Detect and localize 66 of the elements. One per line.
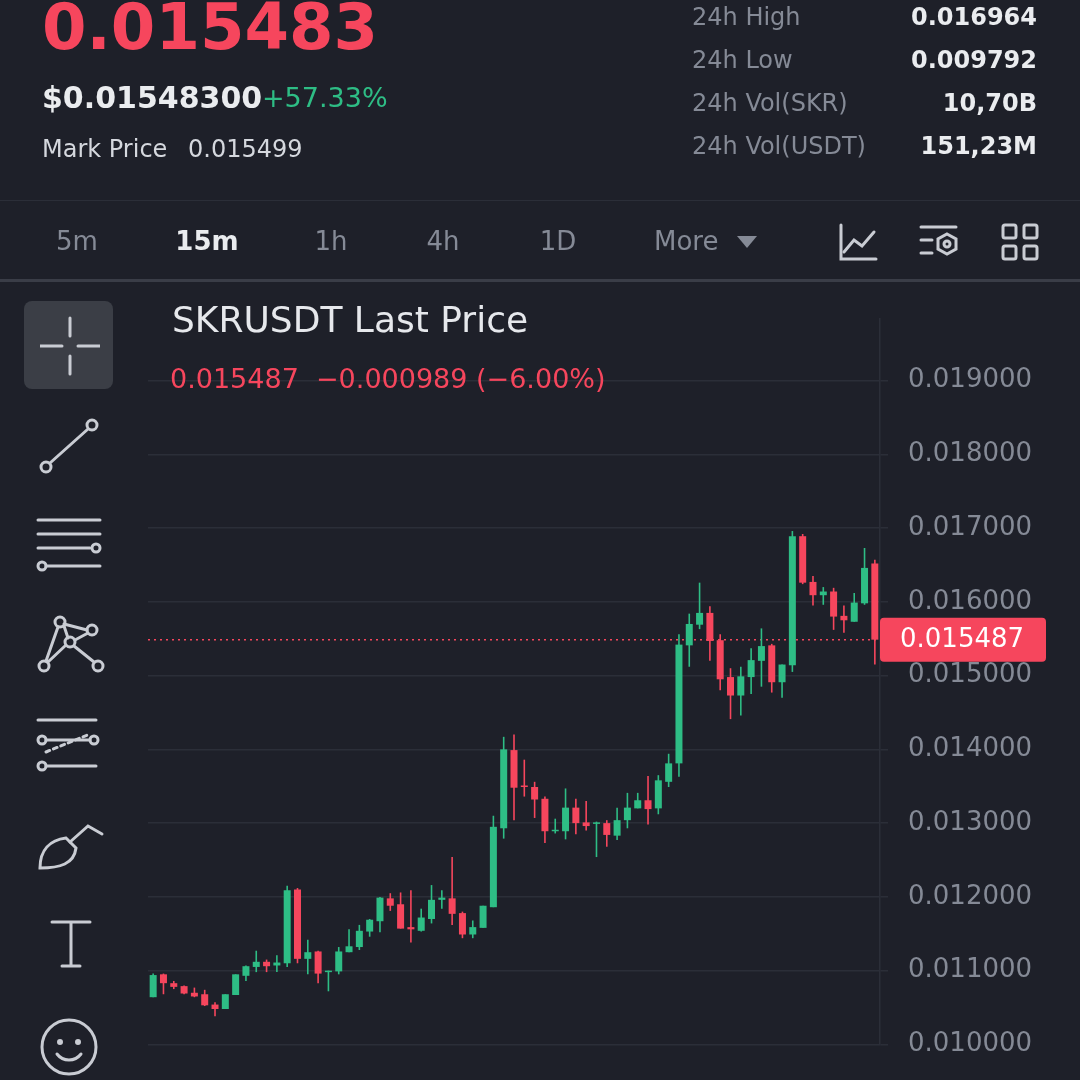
candlestick [644,775,652,826]
candlestick [335,946,343,976]
y-tick-label: 0.014000 [908,732,1033,763]
candlestick [531,781,539,819]
candlestick [407,889,415,944]
y-tick-label: 0.011000 [908,953,1033,984]
candlestick [592,820,600,858]
text: More [654,225,719,258]
candlestick [314,949,322,984]
text: $0.01548300 [42,79,263,117]
candlestick [685,612,693,668]
candlestick [562,787,570,841]
candlestick [809,575,817,607]
candlestick [252,949,260,973]
candlestick [417,907,425,933]
text: 24h Vol(USDT) [692,131,866,162]
candlestick [458,910,466,939]
candlestick [850,592,858,623]
ref-line-label: 0.015487 [900,623,1025,654]
text: 0.015483 [42,0,379,66]
candlestick [211,1001,219,1018]
text: +57.33% [262,81,388,115]
y-tick-label: 0.018000 [908,437,1033,468]
text: 1D [539,225,577,258]
y-tick-label: 0.012000 [908,879,1033,910]
candlestick [727,667,735,720]
text: 10,70B [942,88,1037,119]
y-tick-label: 0.015000 [908,658,1033,689]
candlestick [448,856,456,926]
y-tick-label: 0.017000 [908,510,1033,541]
text: 5m [56,225,98,258]
text: 0.016964 [910,2,1037,33]
candlestick [747,647,755,695]
candlestick [840,604,848,634]
candlestick [778,663,786,699]
y-tick-label: 0.010000 [908,1027,1033,1058]
text: 24h High [692,2,801,33]
text: 1h [314,225,348,258]
text: Mark Price [42,134,168,165]
text: 4h [426,225,460,258]
text: 15m [175,225,239,258]
candlestick [665,752,673,788]
candlestick [603,819,611,848]
text: 0.015499 [188,134,303,165]
text: 24h Vol(SKR) [692,88,848,119]
chart-title: SKRUSDT Last Price [172,299,529,341]
candlestick [572,797,580,835]
candlestick [304,938,312,976]
candlestick [613,806,621,841]
text: 24h Low [692,45,793,76]
candlestick [376,896,384,934]
candlestick [582,800,590,832]
text: 0.009792 [910,45,1037,76]
candlestick [737,665,745,717]
y-tick-label: 0.019000 [908,363,1033,394]
candlestick [696,581,704,630]
candlestick [623,792,631,830]
text: 151,23M [920,131,1037,162]
candlestick [438,889,446,910]
candlestick [428,884,436,925]
candlestick [355,924,363,951]
text: 0.015487 −0.000989 (−6.00%) [170,362,606,394]
y-tick-label: 0.013000 [908,805,1033,836]
candlestick [232,973,240,996]
y-tick-label: 0.016000 [908,584,1033,615]
candlestick [757,627,765,688]
